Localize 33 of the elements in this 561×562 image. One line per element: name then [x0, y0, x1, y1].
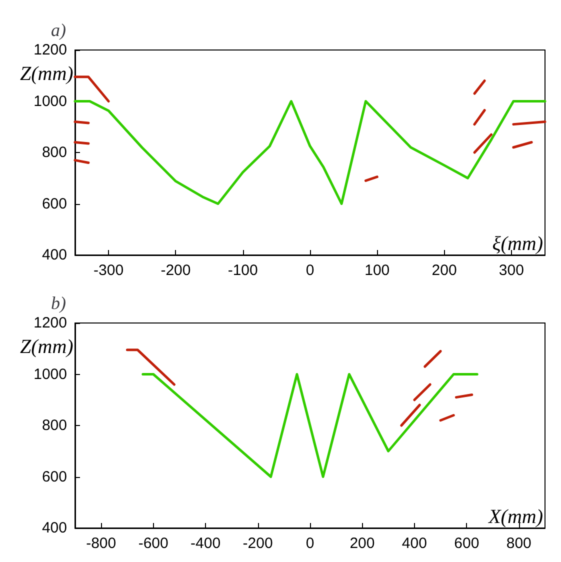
chart-title: a)	[51, 20, 66, 40]
y-tick-label: 800	[42, 144, 67, 161]
x-tick-label: 100	[364, 262, 390, 279]
x-tick-label: 300	[498, 262, 524, 279]
x-tick-label: -400	[190, 535, 221, 552]
x-tick-label: 800	[506, 535, 532, 552]
y-tick-label: 1200	[34, 42, 67, 58]
line-series	[74, 100, 546, 205]
x-tick-label: 200	[432, 262, 457, 279]
y-tick-label: 600	[42, 195, 67, 212]
y-tick-label: 800	[42, 417, 67, 434]
x-tick-label: 0	[306, 262, 314, 279]
y-axis-title: Z(mm)	[20, 63, 74, 85]
y-tick-label: 1000	[34, 366, 67, 383]
x-tick-label: 200	[350, 535, 375, 552]
x-tick-label: 0	[306, 535, 314, 552]
x-axis-title: X(mm)	[488, 506, 544, 528]
x-tick-label: -200	[160, 262, 191, 279]
y-tick-label: 600	[42, 468, 67, 486]
y-tick-label: 1000	[34, 92, 67, 110]
y-axis-title: Z(mm)	[20, 336, 74, 358]
chart-title: b)	[51, 293, 66, 313]
x-tick-label: 600	[454, 535, 480, 552]
x-tick-label: -600	[138, 535, 168, 552]
x-tick-label: -300	[94, 262, 124, 279]
y-tick-label: 400	[42, 520, 67, 536]
y-tick-label: 400	[42, 246, 67, 264]
y-tick-label: 1200	[34, 314, 67, 332]
x-tick-label: -800	[86, 535, 116, 552]
x-tick-label: -200	[242, 535, 273, 552]
x-tick-label: 400	[402, 535, 427, 552]
x-axis-title: ξ(mm)	[492, 233, 544, 255]
x-tick-label: -100	[228, 262, 258, 279]
